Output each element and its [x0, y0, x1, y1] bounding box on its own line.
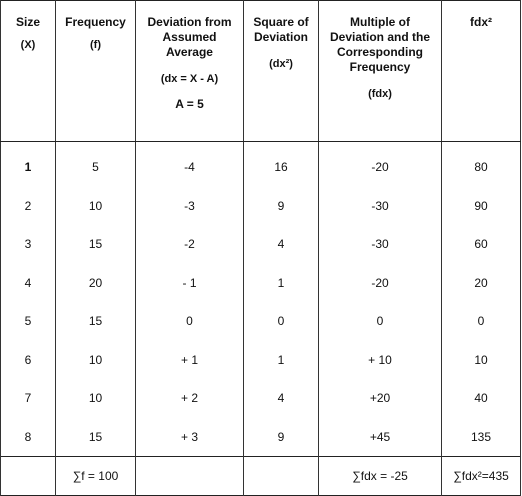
cell-fdx-squared: 10 — [441, 340, 521, 379]
cell-square-deviation: 16 — [243, 141, 319, 187]
cell-fdx: -30 — [318, 225, 442, 264]
cell-square-deviation: 1 — [243, 263, 319, 302]
total-fdx-squared: ∑fdx²=435 — [441, 456, 521, 496]
cell-fdx-squared: 0 — [441, 302, 521, 341]
header-multiple-line-3: Corresponding — [337, 45, 423, 59]
header-frequency-title: Frequency — [65, 15, 126, 29]
total-deviation — [135, 456, 244, 496]
cell-size: 5 — [0, 302, 56, 341]
total-fdx: ∑fdx = -25 — [318, 456, 442, 496]
header-deviation: Deviation from Assumed Average (dx = X -… — [135, 0, 244, 142]
cell-size: 7 — [0, 379, 56, 418]
header-size: Size (X) — [0, 0, 56, 142]
cell-deviation: + 2 — [135, 379, 244, 418]
cell-fdx-squared: 60 — [441, 225, 521, 264]
table-row: 6 10 + 1 1 + 10 10 — [0, 340, 521, 379]
table-row: 2 10 -3 9 -30 90 — [0, 186, 521, 225]
cell-deviation: -2 — [135, 225, 244, 264]
cell-fdx: -30 — [318, 186, 442, 225]
cell-deviation: + 3 — [135, 417, 244, 457]
total-square-deviation — [243, 456, 319, 496]
total-frequency: ∑f = 100 — [55, 456, 136, 496]
cell-fdx-squared: 80 — [441, 141, 521, 187]
cell-size: 1 — [0, 141, 56, 187]
cell-square-deviation: 4 — [243, 379, 319, 418]
cell-fdx-squared: 135 — [441, 417, 521, 457]
header-multiple-symbol: (fdx) — [368, 88, 392, 100]
cell-frequency: 10 — [55, 340, 136, 379]
header-multiple-line-2: Deviation and the — [329, 30, 430, 44]
header-deviation-line-3: Average — [166, 45, 213, 59]
header-deviation-line-2: Assumed — [162, 30, 217, 44]
cell-fdx: +20 — [318, 379, 442, 418]
header-multiple-deviation: Multiple of Deviation and the Correspond… — [318, 0, 442, 142]
cell-frequency: 5 — [55, 141, 136, 187]
cell-square-deviation: 9 — [243, 417, 319, 457]
header-square-line-2: Deviation — [253, 30, 308, 44]
header-frequency: Frequency (f) — [55, 0, 136, 142]
header-square-symbol: (dx²) — [269, 58, 293, 70]
header-size-title: Size — [15, 15, 40, 29]
cell-frequency: 15 — [55, 417, 136, 457]
cell-square-deviation: 0 — [243, 302, 319, 341]
cell-size: 6 — [0, 340, 56, 379]
cell-frequency: 15 — [55, 225, 136, 264]
total-size — [0, 456, 56, 496]
table-row: 7 10 + 2 4 +20 40 — [0, 379, 521, 418]
cell-frequency: 10 — [55, 186, 136, 225]
header-square-line-1: Square of — [253, 15, 309, 29]
header-assumed-average: A = 5 — [175, 97, 204, 111]
table-row: 8 15 + 3 9 +45 135 — [0, 417, 521, 457]
cell-fdx: -20 — [318, 263, 442, 302]
cell-size: 4 — [0, 263, 56, 302]
cell-deviation: -3 — [135, 186, 244, 225]
header-frequency-symbol: (f) — [90, 39, 101, 51]
cell-size: 8 — [0, 417, 56, 457]
cell-fdx: -20 — [318, 141, 442, 187]
cell-fdx: 0 — [318, 302, 442, 341]
cell-fdx-squared: 40 — [441, 379, 521, 418]
cell-fdx: +45 — [318, 417, 442, 457]
cell-square-deviation: 9 — [243, 186, 319, 225]
table-row: 5 15 0 0 0 0 — [0, 302, 521, 341]
header-row: Size (X) Frequency (f) Deviation from As… — [0, 0, 521, 142]
header-deviation-formula: (dx = X - A) — [160, 73, 219, 85]
totals-row: ∑f = 100 ∑fdx = -25 ∑fdx²=435 — [0, 456, 521, 496]
header-size-symbol: (X) — [20, 39, 36, 51]
header-fdx-squared: fdx² — [441, 0, 521, 142]
table-row: 1 5 -4 16 -20 80 — [0, 141, 521, 187]
cell-deviation: 0 — [135, 302, 244, 341]
cell-frequency: 20 — [55, 263, 136, 302]
cell-fdx-squared: 20 — [441, 263, 521, 302]
cell-deviation: - 1 — [135, 263, 244, 302]
cell-deviation: -4 — [135, 141, 244, 187]
table-row: 3 15 -2 4 -30 60 — [0, 225, 521, 264]
cell-square-deviation: 4 — [243, 225, 319, 264]
header-multiple-line-1: Multiple of — [350, 15, 410, 29]
cell-deviation: + 1 — [135, 340, 244, 379]
cell-square-deviation: 1 — [243, 340, 319, 379]
header-fdx-squared-title: fdx² — [470, 15, 492, 29]
cell-frequency: 10 — [55, 379, 136, 418]
cell-fdx: + 10 — [318, 340, 442, 379]
cell-frequency: 15 — [55, 302, 136, 341]
cell-size: 2 — [0, 186, 56, 225]
cell-size: 3 — [0, 225, 56, 264]
table-row: 4 20 - 1 1 -20 20 — [0, 263, 521, 302]
header-deviation-line-1: Deviation from — [147, 15, 232, 29]
cell-fdx-squared: 90 — [441, 186, 521, 225]
header-multiple-line-4: Frequency — [349, 60, 411, 74]
header-square-deviation: Square of Deviation (dx²) — [243, 0, 319, 142]
